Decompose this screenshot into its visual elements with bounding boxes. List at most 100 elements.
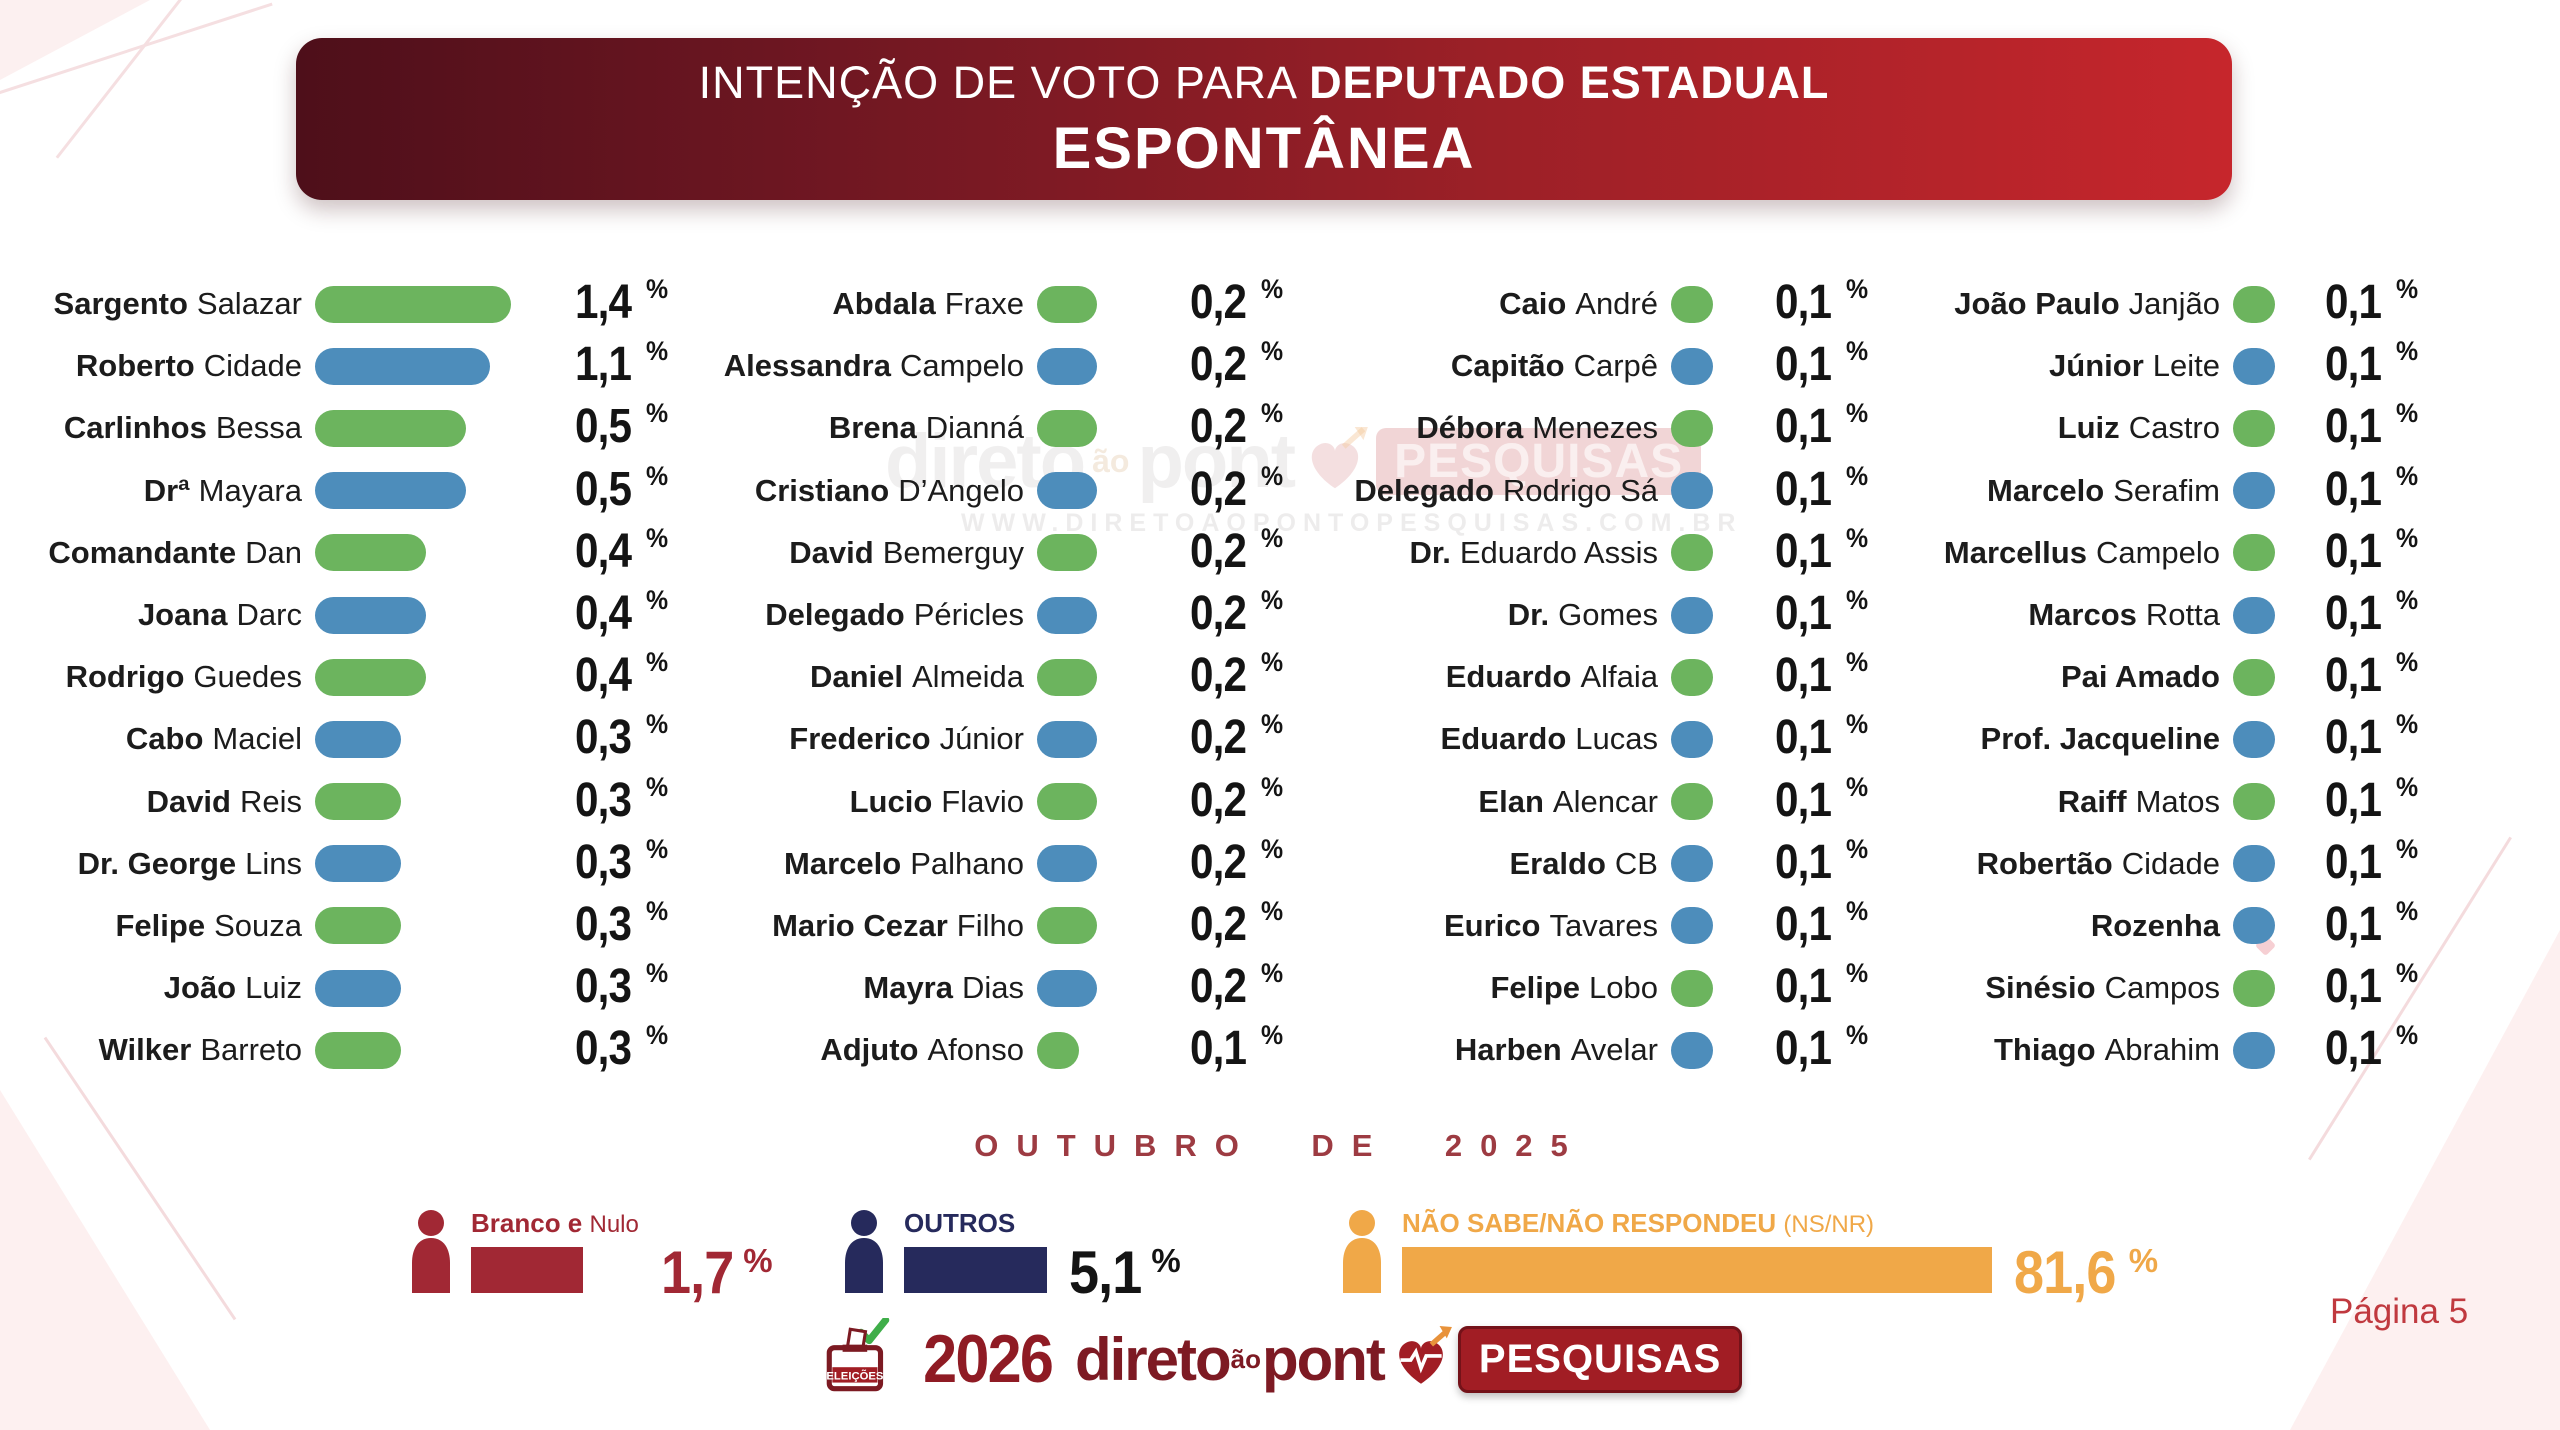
candidate-bar: [1671, 1031, 1713, 1069]
candidate-value: 0,1 %: [1775, 400, 1869, 452]
percent-sign: %: [1845, 460, 1868, 491]
candidate-name-bold: Wilker: [98, 1032, 192, 1068]
candidate-name-bold: Júnior: [2049, 348, 2144, 384]
candidate-row: Pai Amado 0,1 %: [1920, 646, 2418, 708]
candidate-name-rest: Leite: [2152, 348, 2220, 384]
candidate-name-rest: Janjão: [2128, 286, 2220, 322]
candidate-name-bold: Luiz: [2057, 410, 2120, 446]
candidate-bar: [1671, 534, 1713, 572]
candidate-name-rest: André: [1575, 286, 1658, 322]
candidate-value: 0,1 %: [2325, 773, 2419, 825]
candidate-name-bold: Cabo: [125, 721, 204, 757]
candidate-name: Delegado Rodrigo Sá: [1354, 473, 1658, 509]
candidate-bar: [1671, 285, 1713, 323]
page-title-line1: INTENÇÃO DE VOTO PARA DEPUTADO ESTADUAL: [699, 57, 1830, 109]
candidate-bar: [1037, 907, 1097, 945]
candidate-row: Marcelo Palhano 0,2 %: [694, 833, 1283, 895]
candidate-value-number: 0,1: [2325, 338, 2382, 392]
candidate-row: Eurico Tavares 0,1 %: [1358, 895, 1868, 957]
percent-sign: %: [1260, 274, 1283, 305]
title-regular-part: INTENÇÃO DE VOTO PARA: [698, 56, 1296, 108]
candidate-name: David Reis: [30, 784, 302, 820]
candidate-name-bold: Harben: [1454, 1032, 1562, 1068]
candidate-value-number: 0,4: [575, 649, 632, 703]
candidate-row: Caio André 0,1 %: [1358, 273, 1868, 335]
percent-sign: %: [2128, 1242, 2159, 1279]
candidate-row: Débora Menezes 0,1 %: [1358, 397, 1867, 459]
candidate-name: Mayra Dias: [694, 970, 1024, 1006]
corner-decoration-top-left: [0, 0, 150, 80]
candidate-bar: [1037, 472, 1097, 510]
candidate-value: 1,1 %: [575, 338, 669, 389]
percent-sign: %: [1845, 336, 1868, 367]
candidate-name-rest: Rotta: [2145, 597, 2220, 633]
percent-sign: %: [1260, 833, 1283, 864]
candidate-value: 0,1 %: [1775, 460, 1869, 514]
candidate-name-bold: Prof. Jacqueline: [1980, 721, 2220, 757]
candidate-value: 0,4 %: [575, 649, 669, 703]
candidate-bar: [1671, 596, 1713, 634]
candidate-row: Robertão Cidade 0,1 %: [1920, 833, 2418, 895]
footer-brand-left: direto: [1074, 1325, 1232, 1393]
summary-value-number: 81,6: [2014, 1239, 2116, 1306]
candidate-name: Carlinhos Bessa: [30, 410, 302, 446]
candidate-bar: [2233, 347, 2275, 385]
candidate-value: 0,1 %: [2325, 649, 2419, 700]
candidate-value-number: 0,5: [575, 400, 632, 454]
candidate-name-rest: Péricles: [913, 597, 1024, 633]
candidate-value: 0,2 %: [1190, 649, 1284, 703]
candidate-bar: [315, 1031, 401, 1069]
candidate-name-bold: Drª: [143, 472, 190, 508]
candidate-value: 0,1 %: [1775, 711, 1869, 765]
candidate-name: Alessandra Campelo: [694, 348, 1024, 384]
candidate-value-number: 0,1: [1775, 524, 1832, 578]
candidate-name-rest: Matos: [2135, 783, 2220, 819]
ballot-box-icon: ELEIÇÕES: [826, 1318, 889, 1392]
percent-sign: %: [1845, 958, 1868, 989]
candidate-bar: [2233, 845, 2275, 883]
candidate-name-rest: Lins: [245, 845, 302, 881]
percent-sign: %: [2395, 709, 2418, 740]
candidate-value: 0,3 %: [575, 711, 669, 762]
percent-sign: %: [2395, 585, 2418, 616]
candidate-value: 0,2 %: [1190, 400, 1284, 454]
candidate-value: 0,1 %: [1775, 898, 1869, 949]
candidate-name-rest: Bemerguy: [882, 534, 1024, 570]
candidate-name-bold: Mayra: [863, 970, 953, 1006]
candidate-value-number: 0,1: [1775, 711, 1832, 765]
candidate-bar: [1037, 347, 1097, 385]
percent-sign: %: [645, 771, 668, 802]
candidate-value: 0,1 %: [1775, 276, 1869, 327]
candidate-value-number: 0,1: [1775, 587, 1832, 641]
candidate-name-rest: Mayara: [198, 472, 302, 508]
candidate-name: Dr. Gomes: [1358, 597, 1658, 633]
footer-brand: ELEIÇÕES 2026 direto ão pont PESQUISAS: [0, 1318, 2560, 1400]
candidate-bar: [2233, 409, 2275, 447]
candidate-value-number: 0,3: [575, 773, 632, 827]
candidate-name-bold: Lucio: [849, 783, 933, 819]
candidate-name-rest: D’Angelo: [898, 472, 1024, 508]
summary-label-rest: (NS/NR): [1783, 1211, 1875, 1238]
candidate-name-rest: Campelo: [2095, 534, 2220, 570]
candidate-name: Débora Menezes: [1358, 410, 1658, 446]
candidate-value-number: 0,1: [1775, 649, 1832, 703]
candidate-name-bold: Eduardo: [1445, 659, 1572, 695]
percent-sign: %: [1260, 336, 1283, 367]
candidate-bar: [2233, 658, 2275, 696]
candidate-value: 0,1 %: [1775, 587, 1869, 641]
candidate-name: Elan Alencar: [1358, 784, 1658, 820]
candidate-row: Sinésio Campos 0,1 %: [1920, 957, 2417, 1019]
candidate-value: 0,1 %: [2325, 462, 2419, 514]
candidate-name-bold: Dr.: [1409, 534, 1451, 570]
candidate-value-number: 0,2: [1190, 649, 1247, 703]
candidate-row: Alessandra Campelo 0,2 %: [694, 335, 1283, 397]
candidate-bar: [1671, 658, 1713, 696]
candidate-name-rest: Fraxe: [944, 286, 1024, 322]
candidate-name-rest: Maciel: [212, 721, 302, 757]
candidate-value-number: 0,1: [2325, 276, 2382, 330]
summary-label-bar: NÃO SABE/NÃO RESPONDEU (NS/NR): [1402, 1208, 1992, 1293]
percent-sign: %: [645, 274, 668, 305]
candidate-value-number: 0,2: [1190, 462, 1247, 516]
summary-branco-nulo: Branco e Nulo 1,7 %: [405, 1208, 773, 1303]
candidate-value-number: 0,2: [1190, 400, 1247, 454]
